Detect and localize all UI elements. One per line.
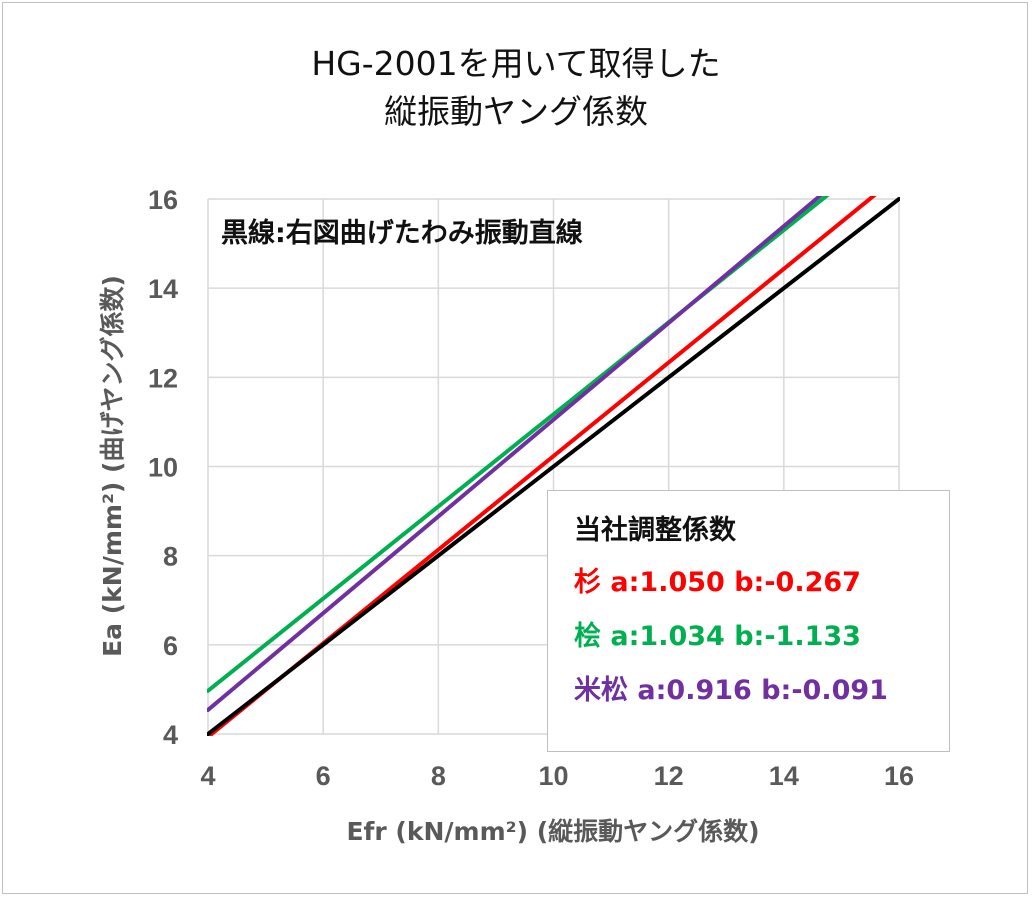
black-line-annotation: 黒線:右図曲げたわみ振動直線 bbox=[221, 217, 583, 249]
legend-title: 当社調整係数 bbox=[574, 515, 736, 546]
legend-item-sugi: 杉 a:1.050 b:-0.267 bbox=[574, 567, 861, 598]
y-tick-label: 6 bbox=[163, 631, 178, 661]
y-tick-label: 4 bbox=[163, 720, 178, 750]
legend: 当社調整係数 杉 a:1.050 b:-0.267 桧 a:1.034 b:-1… bbox=[547, 490, 950, 752]
y-axis-label: Ea (kN/mm²) (曲げヤング係数) bbox=[98, 275, 127, 657]
y-tick-label: 10 bbox=[148, 453, 178, 483]
x-tick-label: 4 bbox=[200, 761, 215, 791]
series-lines bbox=[207, 196, 900, 736]
y-tick-label: 8 bbox=[163, 542, 178, 572]
chart-title-line-2: 縦振動ヤング係数 bbox=[384, 92, 648, 131]
tick-labels: 4 6 8 10 12 14 16 4 6 8 10 12 14 16 bbox=[148, 185, 914, 791]
y-tick-label: 16 bbox=[148, 185, 178, 215]
x-tick-label: 14 bbox=[769, 761, 799, 791]
y-tick-label: 14 bbox=[148, 274, 178, 304]
series-line-beimatsu bbox=[207, 196, 823, 712]
x-tick-label: 6 bbox=[316, 761, 331, 791]
legend-item-hinoki: 桧 a:1.034 b:-1.133 bbox=[574, 621, 861, 652]
series-line-black bbox=[207, 197, 900, 736]
x-tick-label: 8 bbox=[431, 761, 446, 791]
x-tick-label: 12 bbox=[654, 761, 684, 791]
x-tick-label: 10 bbox=[538, 761, 568, 791]
x-tick-label: 16 bbox=[884, 761, 914, 791]
y-tick-label: 12 bbox=[148, 363, 178, 393]
chart-title: HG-2001を用いて取得した 縦振動ヤング係数 bbox=[0, 40, 1032, 136]
series-line-hinoki bbox=[207, 196, 830, 693]
legend-item-beimatsu: 米松 a:0.916 b:-0.091 bbox=[574, 675, 888, 706]
x-axis-label: Efr (kN/mm²) (縦振動ヤング係数) bbox=[346, 817, 759, 846]
chart-title-line-1: HG-2001を用いて取得した bbox=[311, 44, 721, 83]
